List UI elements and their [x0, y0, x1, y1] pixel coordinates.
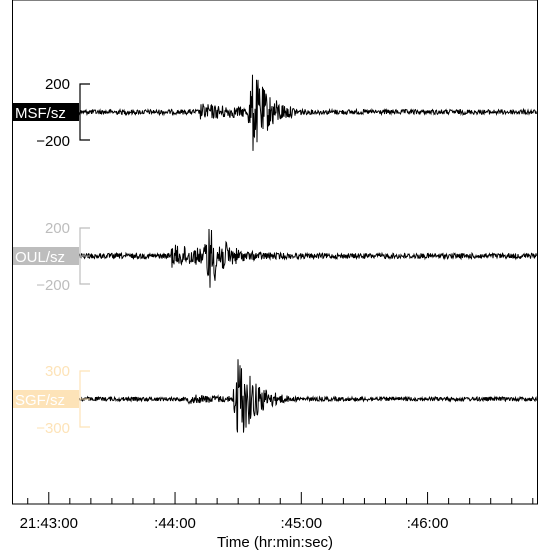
station-label: MSF/sz	[13, 103, 79, 122]
x-axis-label: Time (hr:min:sec)	[217, 534, 333, 551]
x-axis: 21:43:00 :44:00 :45:00 :46:00	[20, 492, 534, 532]
scale-top-label: 200	[45, 220, 70, 237]
plot-frame	[12, 0, 538, 505]
scale-bottom-label: −200	[36, 133, 70, 150]
station-label-text: MSF/sz	[15, 105, 66, 122]
seismic-trace	[13, 359, 537, 433]
station-label-bg	[13, 103, 79, 121]
station-label-bg	[13, 390, 79, 408]
seismic-trace	[13, 228, 537, 288]
x-tick-label: :44:00	[154, 515, 196, 532]
traces	[13, 74, 537, 433]
station-label: SGF/sz	[13, 390, 79, 409]
station-label-text: SGF/sz	[15, 392, 65, 409]
scale-bottom-label: −300	[36, 420, 70, 437]
amplitude-scales: MSF/sz 200 −200 OUL/sz 200 −200 SGF/sz 300 −300	[13, 76, 90, 437]
station-label-text: OUL/sz	[15, 249, 65, 266]
station-label-bg	[13, 247, 79, 265]
x-tick-label: :46:00	[407, 515, 449, 532]
station-label: OUL/sz	[13, 247, 79, 266]
scale-top-label: 300	[45, 363, 70, 380]
seismic-trace	[13, 74, 537, 151]
scale-bottom-label: −200	[36, 277, 70, 294]
scale-top-label: 200	[45, 76, 70, 93]
x-tick-label: 21:43:00	[20, 515, 78, 532]
x-tick-label: :45:00	[280, 515, 322, 532]
